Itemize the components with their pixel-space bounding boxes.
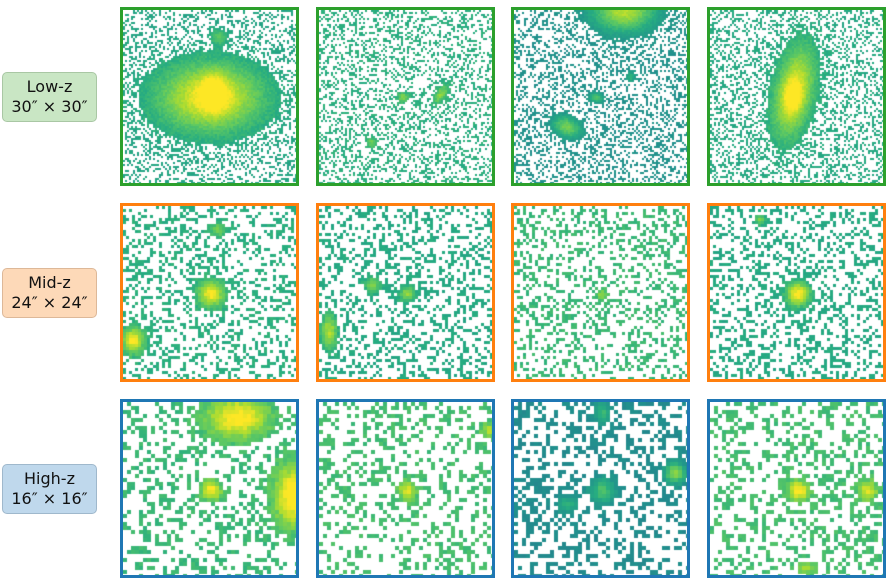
galaxy-image xyxy=(319,206,492,379)
row-label-mid-z: Mid-z 24″ × 24″ xyxy=(2,268,97,318)
galaxy-image xyxy=(514,206,687,379)
galaxy-cutout-mid-z-1 xyxy=(120,203,299,382)
galaxy-cutout-mid-z-2 xyxy=(316,203,495,382)
galaxy-image xyxy=(319,402,492,575)
galaxy-image xyxy=(710,402,883,575)
galaxy-image xyxy=(123,206,296,379)
row-label-mid-z-size: 24″ × 24″ xyxy=(11,293,88,312)
galaxy-image xyxy=(319,10,492,183)
galaxy-cutout-low-z-4 xyxy=(707,7,886,186)
galaxy-image xyxy=(123,10,296,183)
galaxy-cutout-low-z-2 xyxy=(316,7,495,186)
galaxy-image xyxy=(514,10,687,183)
galaxy-cutout-high-z-2 xyxy=(316,399,495,578)
galaxy-cutout-high-z-3 xyxy=(511,399,690,578)
row-label-mid-z-name: Mid-z xyxy=(28,273,71,292)
galaxy-image xyxy=(710,206,883,379)
galaxy-cutout-mid-z-4 xyxy=(707,203,886,382)
galaxy-image xyxy=(710,10,883,183)
galaxy-cutout-low-z-3 xyxy=(511,7,690,186)
galaxy-cutout-low-z-1 xyxy=(120,7,299,186)
row-label-high-z-name: High-z xyxy=(24,469,75,488)
galaxy-image xyxy=(123,402,296,575)
galaxy-cutout-high-z-4 xyxy=(707,399,886,578)
galaxy-cutout-mid-z-3 xyxy=(511,203,690,382)
row-label-high-z: High-z 16″ × 16″ xyxy=(2,464,97,514)
row-label-high-z-size: 16″ × 16″ xyxy=(11,489,88,508)
galaxy-image xyxy=(514,402,687,575)
row-label-low-z: Low-z 30″ × 30″ xyxy=(2,72,97,122)
galaxy-cutout-high-z-1 xyxy=(120,399,299,578)
row-label-low-z-name: Low-z xyxy=(26,77,73,96)
row-label-low-z-size: 30″ × 30″ xyxy=(11,97,88,116)
